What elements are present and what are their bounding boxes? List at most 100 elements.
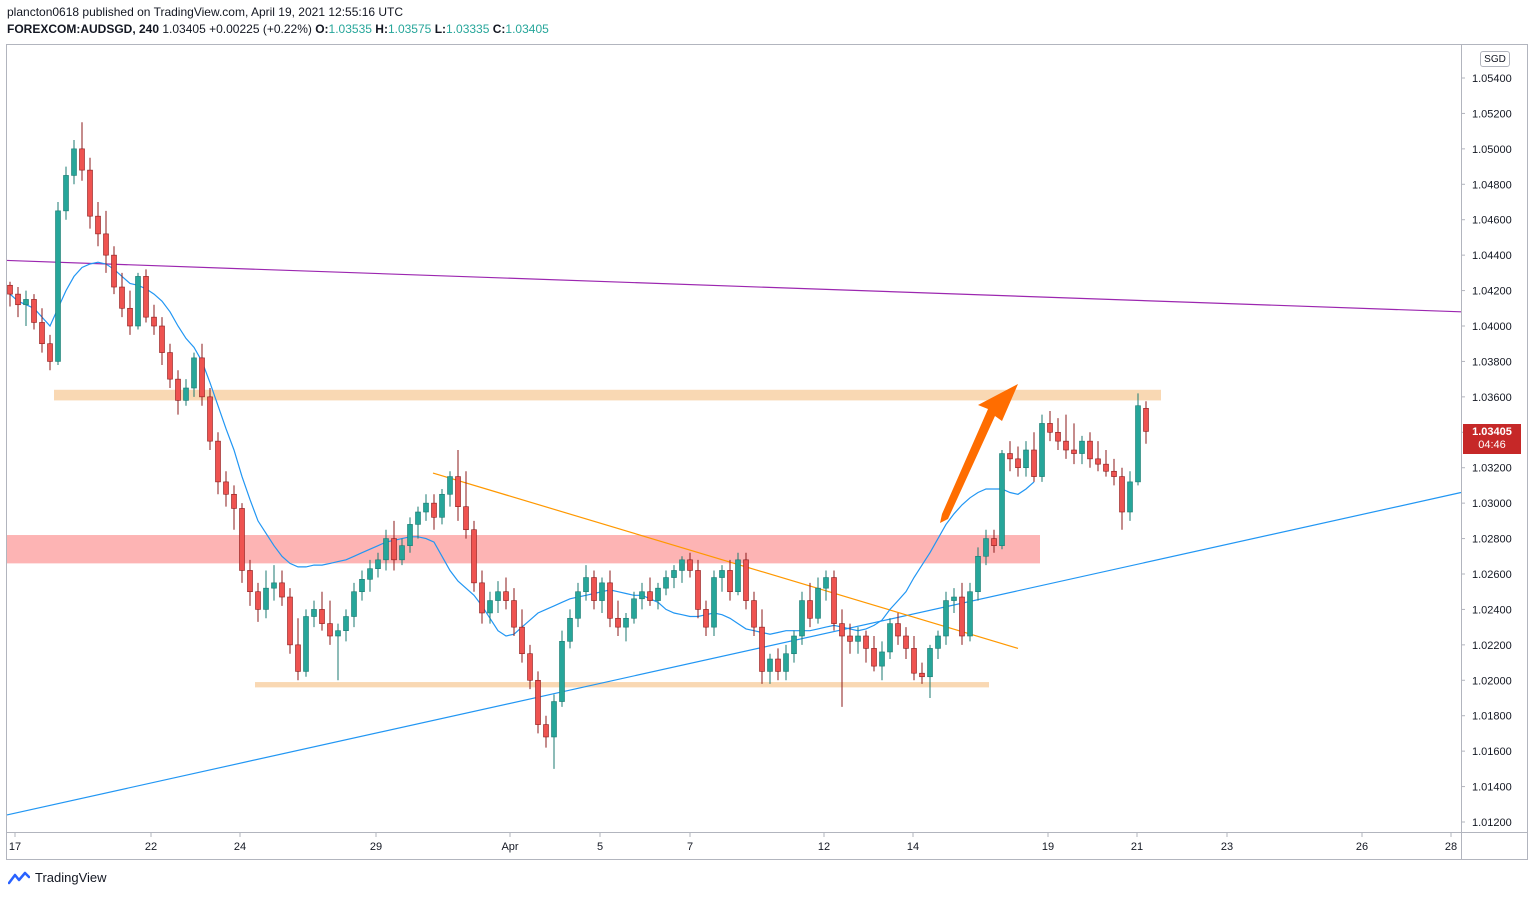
candle (367, 559, 373, 592)
candle-body (343, 616, 349, 631)
candle-body (895, 623, 901, 637)
candle-body (983, 538, 989, 557)
candle (983, 529, 989, 566)
candle-body (423, 502, 429, 513)
candle-body (399, 545, 405, 561)
candle (119, 272, 125, 318)
candle-body (855, 635, 861, 642)
candle-body (479, 582, 485, 614)
candle-body (1079, 440, 1085, 454)
candle (735, 552, 741, 596)
candle (687, 552, 693, 578)
candle (1143, 401, 1149, 444)
candle (231, 485, 237, 530)
candle-body (639, 591, 645, 600)
candle (591, 570, 597, 610)
price-tick-label: 1.04400 (1472, 250, 1512, 262)
candle (935, 630, 941, 660)
candle-body (119, 286, 125, 309)
support-zone-orange (255, 682, 989, 688)
candle-body (503, 591, 509, 601)
candle-body (911, 648, 917, 674)
zones-layer (7, 389, 1161, 688)
candle (1127, 471, 1133, 521)
candle-body (183, 387, 189, 401)
candle (847, 623, 853, 654)
candle-body (455, 476, 461, 507)
candle-body (679, 559, 685, 571)
candle-body (879, 651, 885, 667)
last-price: 1.03405 (162, 22, 206, 36)
candle (647, 577, 653, 606)
candle (335, 623, 341, 681)
candle (943, 591, 949, 645)
candle-body (7, 284, 13, 295)
candle (1087, 432, 1093, 468)
candle (223, 471, 229, 507)
candle (679, 556, 685, 583)
brand-label: TradingView (35, 870, 107, 885)
candle-body (1119, 476, 1125, 513)
candle (919, 662, 925, 684)
candle (1007, 441, 1013, 472)
candle (1095, 441, 1101, 472)
candle (791, 630, 797, 663)
candle (831, 570, 837, 631)
candle (711, 570, 717, 636)
candle-body (743, 559, 749, 601)
candle-body (247, 570, 253, 593)
candle-body (23, 299, 29, 306)
candle-body (55, 210, 61, 362)
candle-body (143, 276, 149, 318)
candle-body (583, 577, 589, 593)
time-tick-label: 23 (1221, 841, 1233, 853)
candle-body (431, 502, 437, 518)
candle (1063, 414, 1069, 459)
candle-body (367, 568, 373, 580)
candle-body (495, 591, 501, 601)
symbol-label[interactable]: FOREXCOM:AUDSGD, 240 (7, 22, 160, 36)
candle-body (519, 626, 525, 655)
candle-body (1135, 405, 1141, 483)
candle (663, 570, 669, 596)
candle (927, 644, 933, 698)
high-label: H: (375, 22, 388, 36)
candle (175, 370, 181, 415)
currency-badge[interactable]: SGD (1480, 51, 1510, 67)
time-tick-label: 19 (1042, 841, 1054, 853)
last-price-tag: 1.03405 04:46 (1463, 424, 1521, 454)
candle (463, 471, 469, 539)
publisher-info: plancton0618 published on TradingView.co… (7, 5, 404, 19)
tradingview-brand[interactable]: TradingView (8, 870, 107, 885)
candle-body (135, 276, 141, 327)
candle-body (263, 587, 269, 610)
candle-body (927, 648, 933, 678)
candle (15, 287, 21, 318)
candle-body (591, 577, 597, 601)
candle (991, 529, 997, 553)
candle-body (63, 175, 69, 212)
price-tick-label: 1.05400 (1472, 73, 1512, 85)
candle (511, 588, 517, 636)
candle-body (255, 591, 261, 610)
change-value: +0.00225 (+0.22%) (209, 22, 312, 36)
candle-body (871, 648, 877, 667)
candle (479, 570, 485, 624)
candle (767, 653, 773, 684)
candle (871, 636, 877, 672)
candle-body (719, 570, 725, 578)
candle-body (847, 635, 853, 642)
candle (375, 552, 381, 578)
candle (559, 630, 565, 707)
candle-body (1047, 423, 1053, 433)
candle-body (839, 623, 845, 637)
candle-body (319, 609, 325, 624)
price-tick-label: 1.04600 (1472, 215, 1512, 227)
candle (279, 570, 285, 606)
candle-body (511, 600, 517, 628)
candle-body (375, 559, 381, 569)
ema-line (9, 261, 1035, 637)
candle (583, 565, 589, 601)
price-tick-label: 1.02400 (1472, 604, 1512, 616)
